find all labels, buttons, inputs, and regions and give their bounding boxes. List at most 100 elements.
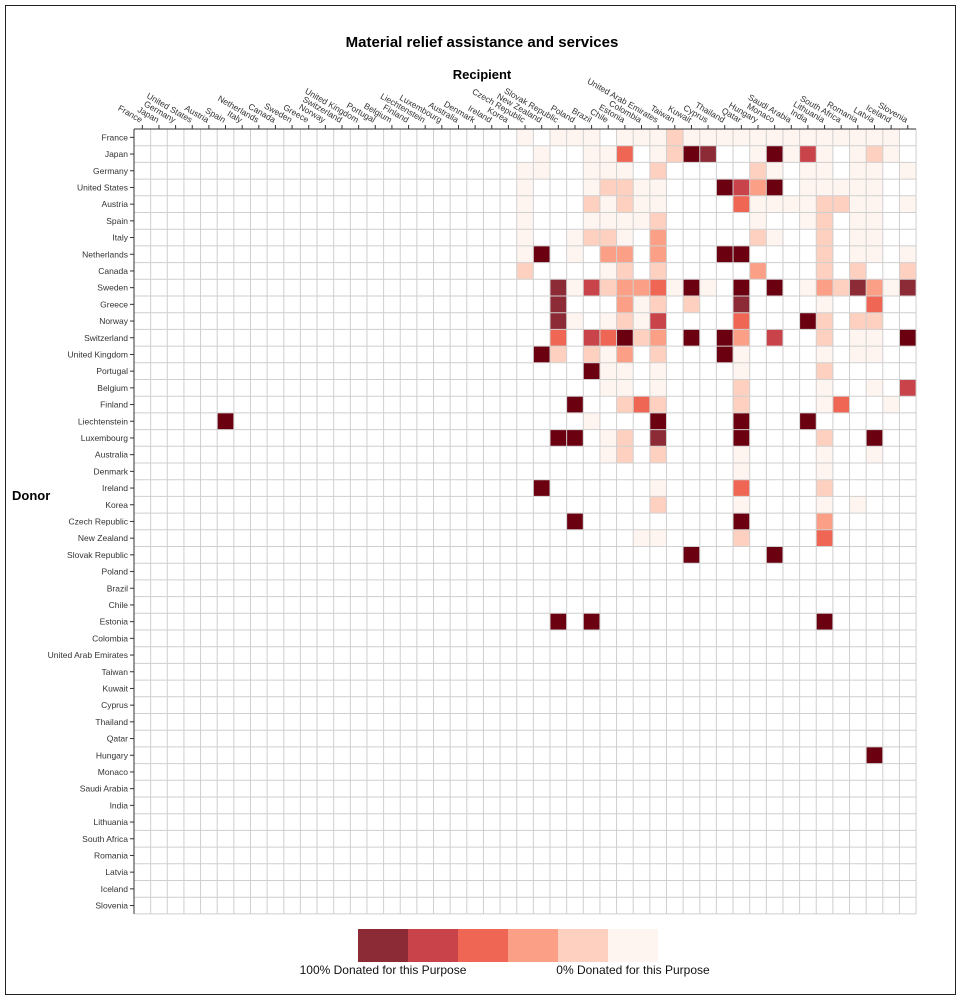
heatmap-cell-austria-monaco bbox=[766, 195, 783, 213]
heatmap-cell-spain-united-arab-emirates bbox=[649, 212, 667, 230]
heatmap-cell-france-slovak-republic bbox=[550, 129, 567, 146]
chart-title: Material relief assistance and services bbox=[346, 34, 619, 51]
heatmap-cell-netherlands-united-arab-emirates bbox=[649, 245, 667, 263]
y-tick-label-brazil: Brazil bbox=[107, 583, 128, 593]
heatmap-cell-italy-united-arab-emirates bbox=[649, 229, 667, 246]
heatmap-cell-norway-romania bbox=[849, 312, 867, 330]
heatmap-cell-italy-brazil bbox=[583, 229, 600, 246]
heatmap-cell-slovak-republic-monaco bbox=[766, 546, 783, 564]
heatmap-cell-sweden-lithuania bbox=[816, 279, 833, 296]
heatmap-cell-estonia-lithuania bbox=[816, 613, 833, 630]
heatmap-cell-united-kingdom-romania bbox=[849, 346, 867, 363]
heatmap-cell-luxembourg-slovak-republic bbox=[550, 429, 567, 447]
heatmap-cell-new-zealand-colombia bbox=[633, 529, 650, 547]
heatmap-cell-france-india bbox=[799, 129, 817, 146]
heatmap-cell-new-zealand-qatar bbox=[733, 529, 750, 547]
y-tick-label-latvia: Latvia bbox=[105, 867, 128, 877]
heatmap-cell-united-states-brazil bbox=[583, 179, 600, 196]
y-tick-label-netherlands: Netherlands bbox=[82, 249, 128, 259]
y-tick-label-qatar: Qatar bbox=[107, 734, 128, 744]
heatmap-cell-finland-estonia bbox=[616, 396, 634, 413]
heatmap-cell-italy-chile bbox=[599, 229, 617, 246]
heatmap-cell-france-romania bbox=[849, 129, 867, 146]
y-tick-label-poland: Poland bbox=[102, 567, 129, 577]
heatmap-cell-united-kingdom-lithuania bbox=[816, 346, 833, 363]
heatmap-cell-finland-qatar bbox=[733, 396, 750, 413]
heatmap-cell-spain-czech-republic bbox=[516, 212, 534, 230]
y-tick-label-ireland: Ireland bbox=[102, 483, 128, 493]
heatmap-cell-canada-chile bbox=[599, 262, 617, 280]
y-axis-title: Donor bbox=[12, 488, 50, 503]
heatmap-cell-norway-qatar bbox=[733, 312, 750, 330]
y-tick-label-united-arab-emirates: United Arab Emirates bbox=[48, 650, 128, 660]
y-tick-label-italy: Italy bbox=[112, 233, 128, 243]
heatmap-cell-italy-estonia bbox=[616, 229, 634, 246]
heatmap-cell-netherlands-estonia bbox=[616, 245, 634, 263]
heatmap-cell-austria-chile bbox=[599, 195, 617, 213]
heatmap-cell-finland-united-arab-emirates bbox=[649, 396, 667, 413]
heatmap-cell-greece-colombia bbox=[633, 296, 650, 313]
heatmap-cell-portugal-qatar bbox=[733, 362, 750, 380]
heatmap-cell-sweden-south-africa bbox=[832, 279, 850, 296]
heatmap-cell-germany-new-zealand bbox=[533, 162, 550, 180]
heatmap-cell-united-kingdom-thailand bbox=[716, 346, 734, 363]
heatmap-cell-united-kingdom-qatar bbox=[733, 346, 750, 363]
heatmap-cell-spain-estonia bbox=[616, 212, 634, 230]
heatmap-cell-united-kingdom-estonia bbox=[616, 346, 634, 363]
heatmap-cell-united-kingdom-chile bbox=[599, 346, 617, 363]
heatmap-cell-greece-latvia bbox=[866, 296, 883, 313]
legend-swatch-3 bbox=[508, 929, 558, 962]
heatmap-cell-spain-romania bbox=[849, 212, 867, 230]
heatmap-cell-sweden-slovenia bbox=[899, 279, 917, 296]
heatmap-cell-norway-slovak-republic bbox=[550, 312, 567, 330]
heatmap-cell-finland-south-africa bbox=[832, 396, 850, 413]
heatmap-cell-austria-qatar bbox=[733, 195, 750, 213]
heatmap-cell-germany-monaco bbox=[766, 162, 783, 180]
heatmap-cell-germany-romania bbox=[849, 162, 867, 180]
heatmap-cell-germany-czech-republic bbox=[516, 162, 534, 180]
heatmap-cell-sweden-brazil bbox=[583, 279, 600, 296]
heatmap-cell-sweden-kuwait bbox=[683, 279, 700, 296]
x-axis-title: Recipient bbox=[453, 67, 512, 82]
heatmap-cell-japan-iceland bbox=[882, 145, 900, 163]
heatmap-cell-czech-republic-lithuania bbox=[816, 513, 833, 530]
heatmap-cell-sweden-iceland bbox=[882, 279, 900, 296]
heatmap-cell-switzerland-united-arab-emirates bbox=[649, 329, 667, 347]
heatmap-cell-slovak-republic-kuwait bbox=[683, 546, 700, 564]
heatmap-cell-sweden-qatar bbox=[733, 279, 750, 296]
heatmap-cell-norway-estonia bbox=[616, 312, 634, 330]
y-tick-label-colombia: Colombia bbox=[92, 633, 128, 643]
heatmap-cell-luxembourg-poland bbox=[566, 429, 584, 447]
heatmap-cell-australia-estonia bbox=[616, 446, 634, 463]
heatmap-cell-united-states-india bbox=[799, 179, 817, 196]
heatmap-cell-czech-republic-poland bbox=[566, 513, 584, 530]
y-axis: France Japan Germany United States Austria Sp… bbox=[48, 129, 135, 914]
heatmap-cell-luxembourg-estonia bbox=[616, 429, 634, 447]
heatmap-cell-france-czech-republic bbox=[516, 129, 534, 146]
heatmap-cell-austria-saudi-arabia bbox=[782, 195, 800, 213]
heatmap-cell-sweden-slovak-republic bbox=[550, 279, 567, 296]
heatmap-cell-france-monaco bbox=[766, 129, 783, 146]
heatmap-cell-austria-colombia bbox=[633, 195, 650, 213]
heatmap-cell-switzerland-chile bbox=[599, 329, 617, 347]
heatmap-cell-japan-monaco bbox=[766, 145, 783, 163]
heatmap-cell-sweden-taiwan bbox=[666, 279, 684, 296]
heatmap-cell-france-hungary bbox=[749, 129, 767, 146]
heatmap-cell-france-colombia bbox=[633, 129, 650, 146]
y-tick-label-new-zealand: New Zealand bbox=[78, 533, 128, 543]
heatmap-cell-canada-lithuania bbox=[816, 262, 833, 280]
heatmap-cell-sweden-colombia bbox=[633, 279, 650, 296]
heatmap-cell-france-cyprus bbox=[699, 129, 717, 146]
y-tick-label-portugal: Portugal bbox=[96, 366, 128, 376]
heatmap-cell-austria-romania bbox=[849, 195, 867, 213]
heatmap-cell-italy-latvia bbox=[866, 229, 883, 246]
heatmap-cell-united-states-qatar bbox=[733, 179, 750, 196]
heatmap-cell-switzerland-estonia bbox=[616, 329, 634, 347]
heatmap-cell-united-kingdom-united-arab-emirates bbox=[649, 346, 667, 363]
heatmap-cell-korea-united-arab-emirates bbox=[649, 496, 667, 514]
heatmap-cell-czech-republic-qatar bbox=[733, 513, 750, 530]
heatmap-cell-norway-united-arab-emirates bbox=[649, 312, 667, 330]
y-tick-label-chile: Chile bbox=[109, 600, 129, 610]
heatmap-cell-germany-estonia bbox=[616, 162, 634, 180]
heatmap-cell-switzerland-romania bbox=[849, 329, 867, 347]
